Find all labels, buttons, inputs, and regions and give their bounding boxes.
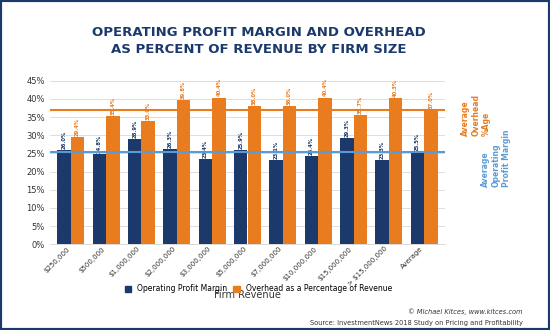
Text: 35.7%: 35.7% — [358, 95, 363, 114]
Bar — [376, 160, 389, 244]
Bar — [424, 110, 438, 244]
Text: 29.3%: 29.3% — [344, 118, 349, 137]
Text: 24.8%: 24.8% — [97, 135, 102, 153]
Bar — [354, 115, 367, 244]
Bar — [177, 100, 190, 244]
Bar — [318, 98, 332, 244]
Bar — [128, 139, 141, 244]
Bar — [234, 150, 248, 244]
Text: Average
Operating
Profit Margin: Average Operating Profit Margin — [481, 130, 511, 187]
Bar — [270, 160, 283, 244]
Text: 33.9%: 33.9% — [146, 102, 151, 120]
Text: 26.0%: 26.0% — [62, 130, 67, 149]
Text: 29.4%: 29.4% — [75, 118, 80, 136]
Bar — [212, 98, 226, 244]
Text: 25.5%: 25.5% — [415, 132, 420, 150]
Bar — [340, 138, 354, 244]
Text: 37.0%: 37.0% — [428, 91, 433, 109]
Text: 25.9%: 25.9% — [238, 131, 243, 149]
Text: Source: InvestmentNews 2018 Study on Pricing and Profitability: Source: InvestmentNews 2018 Study on Pri… — [310, 320, 522, 326]
Text: 24.4%: 24.4% — [309, 136, 314, 154]
Bar — [389, 98, 403, 244]
Bar — [305, 156, 318, 244]
Text: 35.4%: 35.4% — [111, 96, 116, 115]
Text: © Michael Kitces, www.kitces.com: © Michael Kitces, www.kitces.com — [408, 309, 522, 315]
Bar — [163, 149, 177, 244]
Text: 28.9%: 28.9% — [132, 120, 137, 138]
Text: 23.3%: 23.3% — [379, 140, 384, 158]
Text: 26.3%: 26.3% — [168, 129, 173, 148]
Text: 40.3%: 40.3% — [393, 79, 398, 97]
Text: 23.4%: 23.4% — [203, 140, 208, 158]
Text: 40.4%: 40.4% — [216, 78, 221, 96]
Bar — [283, 106, 296, 244]
Bar — [106, 116, 119, 244]
Bar — [71, 138, 84, 244]
Text: 38.0%: 38.0% — [287, 87, 292, 105]
Bar — [199, 159, 212, 244]
Legend: Operating Profit Margin, Overhead as a Percentage of Revenue: Operating Profit Margin, Overhead as a P… — [122, 281, 395, 296]
Bar — [141, 121, 155, 244]
Bar — [411, 152, 424, 244]
Text: OPERATING PROFIT MARGIN AND OVERHEAD
AS PERCENT OF REVENUE BY FIRM SIZE: OPERATING PROFIT MARGIN AND OVERHEAD AS … — [92, 26, 425, 56]
X-axis label: Firm Revenue: Firm Revenue — [214, 290, 281, 300]
Text: 40.4%: 40.4% — [322, 78, 327, 96]
Text: 38.0%: 38.0% — [252, 87, 257, 105]
Bar — [248, 106, 261, 244]
Text: Average
Overhead
%Age: Average Overhead %Age — [461, 94, 491, 137]
Bar — [92, 154, 106, 244]
Text: 39.8%: 39.8% — [181, 81, 186, 99]
Bar — [57, 150, 71, 244]
Text: 23.1%: 23.1% — [274, 141, 279, 159]
